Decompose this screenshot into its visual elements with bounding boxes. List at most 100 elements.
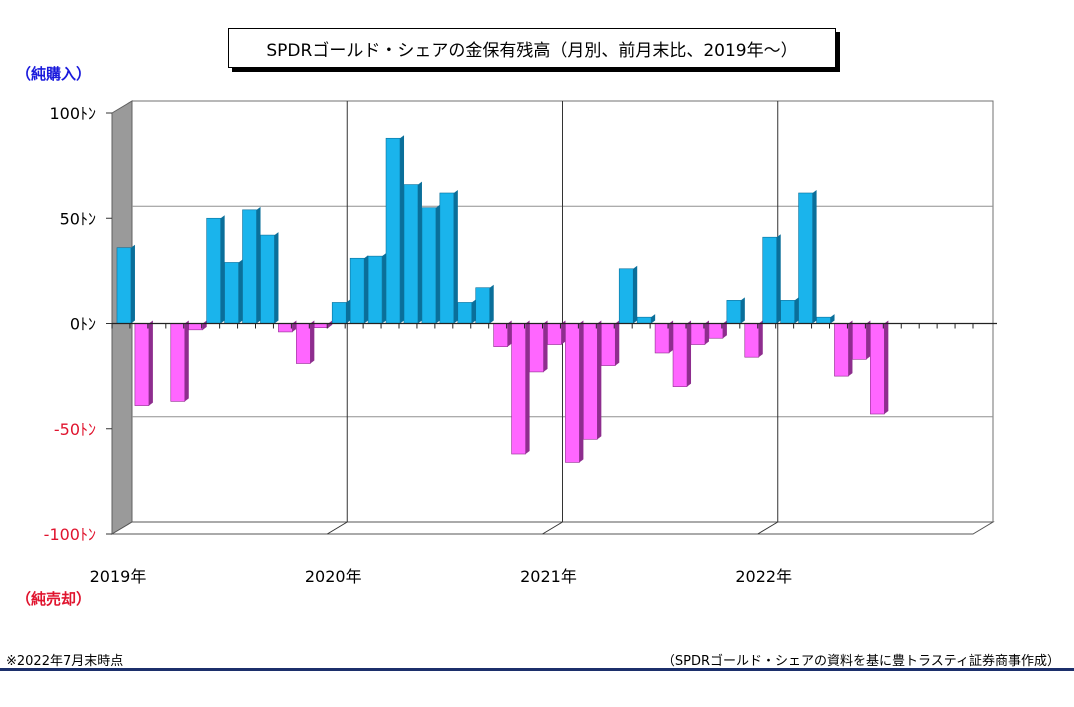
x-year-label: 2021年 <box>520 567 577 586</box>
bar <box>780 300 795 324</box>
bar-side <box>382 253 387 324</box>
year-divider-floor <box>757 521 779 535</box>
bar-side <box>884 320 889 415</box>
bar <box>636 316 652 324</box>
bar <box>583 323 598 440</box>
bar <box>475 287 491 324</box>
bar <box>242 209 257 324</box>
x-year-label: 2022年 <box>735 567 792 586</box>
bar <box>726 300 742 324</box>
bar-side <box>435 204 440 324</box>
bar <box>439 192 455 324</box>
y-tick-label: 50ﾄﾝ <box>60 209 96 228</box>
bar-side <box>525 320 530 455</box>
bar-side <box>812 189 817 324</box>
year-divider-floor <box>326 521 348 535</box>
bar <box>385 137 401 324</box>
bar-side <box>543 320 548 372</box>
bar <box>116 247 132 324</box>
bar <box>296 323 311 364</box>
bar <box>529 323 544 373</box>
bar <box>816 316 831 324</box>
bar <box>367 255 383 324</box>
bar <box>511 323 526 455</box>
bar <box>852 323 867 360</box>
bar-side <box>310 320 315 364</box>
bar <box>600 323 616 366</box>
bar-side <box>148 320 153 406</box>
bar-side <box>220 215 225 324</box>
bar-side <box>507 320 512 347</box>
bar-side <box>722 320 727 339</box>
bar-side <box>130 244 135 324</box>
chart-title: SPDRゴールド・シェアの金保有残高（月別、前月末比、2019年～） <box>228 28 836 68</box>
bar-side <box>866 320 871 360</box>
net-sell-label: （純売却） <box>16 590 92 608</box>
bar-side <box>615 320 620 366</box>
bar-side <box>597 320 602 440</box>
bar-side <box>740 297 745 324</box>
bar-side <box>489 284 494 324</box>
bar <box>708 323 724 339</box>
bar-side <box>184 320 189 402</box>
bar <box>260 234 275 324</box>
bar-side <box>453 189 458 324</box>
y-tick-label: 100ﾄﾝ <box>49 104 96 123</box>
bar-side <box>328 320 333 328</box>
bar-side <box>202 320 207 330</box>
bar <box>493 323 508 347</box>
bar <box>565 323 580 463</box>
y-tick-label: -50ﾄﾝ <box>54 420 96 439</box>
bar-side <box>633 265 638 324</box>
bar-side <box>364 255 369 324</box>
bar <box>547 323 562 345</box>
footer-divider <box>0 668 1074 671</box>
bar <box>224 262 239 324</box>
bar <box>349 257 365 324</box>
y-tick-label: 0ﾄﾝ <box>70 315 96 334</box>
bar <box>421 207 437 324</box>
x-year-label: 2020年 <box>305 567 362 586</box>
bar <box>206 217 221 324</box>
bar <box>457 302 473 324</box>
bar <box>834 323 849 377</box>
bar-side <box>830 314 835 324</box>
bar <box>870 323 885 415</box>
bar-side <box>346 299 351 324</box>
bar <box>134 323 150 406</box>
bar-side <box>400 135 405 324</box>
y-tick-label: -100ﾄﾝ <box>44 525 96 544</box>
x-year-label: 2019年 <box>90 567 147 586</box>
net-buy-label: （純購入） <box>16 65 92 83</box>
bar-side <box>794 297 799 324</box>
bar <box>313 323 329 329</box>
source-note: （SPDRゴールド・シェアの資料を基に豊トラスティ証券商事作成） <box>661 654 1060 669</box>
bar-side <box>561 320 566 345</box>
bar <box>690 323 706 345</box>
bar-side <box>417 181 422 324</box>
bar <box>170 323 186 402</box>
bar-side <box>776 234 781 324</box>
bar <box>331 302 347 324</box>
bar-side <box>848 320 853 377</box>
bar-side <box>471 299 476 324</box>
bar <box>762 236 778 324</box>
bar <box>672 323 688 387</box>
bar <box>744 323 760 358</box>
bar-side <box>687 320 692 387</box>
footnote: ※2022年7月末時点 <box>6 654 124 669</box>
bar <box>618 268 634 324</box>
year-divider-floor <box>542 521 563 535</box>
bar-side <box>579 320 584 463</box>
bar <box>278 323 293 333</box>
bar-side <box>704 320 709 345</box>
bar <box>403 184 419 324</box>
bar-side <box>238 259 243 324</box>
bar <box>654 323 670 354</box>
bar-side <box>758 320 763 358</box>
bar <box>798 192 813 324</box>
bar-side <box>256 206 261 324</box>
bar-side <box>669 320 674 353</box>
bar <box>188 323 204 331</box>
